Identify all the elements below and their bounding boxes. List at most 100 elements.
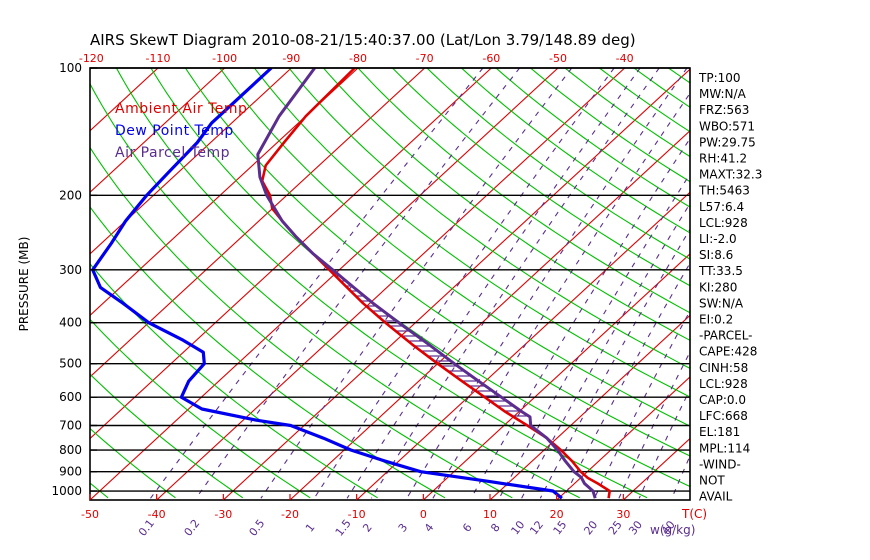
parameter-item: RH:41.2 bbox=[699, 152, 747, 166]
top-temp-tick-label: -100 bbox=[212, 52, 237, 65]
mixing-ratio-line bbox=[195, 68, 521, 499]
dry-adiabat-line bbox=[253, 68, 690, 398]
mixing-ratio-line bbox=[638, 388, 690, 499]
mixing-ratio-line bbox=[150, 68, 484, 499]
mixing-ratio-line bbox=[370, 68, 660, 499]
dry-adiabat-line bbox=[461, 68, 690, 234]
bottom-temp-tick-label: 10 bbox=[483, 508, 497, 521]
mixing-ratio-tick-label: 3 bbox=[396, 521, 411, 535]
top-temperature-axis: -120 -110 -100 -90 -80 -70 -60 -50 -40 bbox=[79, 52, 634, 65]
legend-item-1: Ambient Air Temp bbox=[115, 101, 247, 117]
parameter-item: TT:33.5 bbox=[698, 264, 743, 278]
dry-adiabat-line bbox=[184, 68, 690, 457]
parameter-item: MW:N/A bbox=[699, 87, 747, 101]
mixing-ratio-lines bbox=[150, 68, 690, 499]
isotherm-line bbox=[489, 314, 690, 500]
mixing-ratio-line bbox=[346, 68, 641, 499]
pressure-tick-label: 200 bbox=[59, 188, 82, 202]
legend-item-3: Air Parcel Temp bbox=[115, 145, 230, 161]
pressure-tick-label: 1000 bbox=[51, 484, 82, 498]
mixing-ratio-line bbox=[406, 68, 688, 499]
parcel-curve bbox=[256, 68, 597, 499]
legend: Ambient Air Temp Dew Point Temp Air Parcel… bbox=[115, 101, 247, 161]
mixing-ratio-tick-label: 15 bbox=[551, 518, 570, 537]
mixing-ratio-line bbox=[470, 137, 690, 499]
parameter-item: CAPE:428 bbox=[699, 345, 757, 359]
parameter-item: -PARCEL- bbox=[699, 329, 753, 343]
bottom-temp-tick-label: -40 bbox=[148, 508, 166, 521]
mixing-ratio-tick-label: 10 bbox=[509, 518, 528, 537]
dry-adiabat-line bbox=[392, 68, 690, 287]
parameter-item: SW:N/A bbox=[699, 296, 744, 310]
dry-adiabat-line bbox=[219, 68, 690, 427]
bottom-temp-tick-label: 30 bbox=[616, 508, 630, 521]
bottom-temperature-axis: -50 -40 -30 -20 -10 0 10 20 30 bbox=[81, 494, 630, 521]
parameter-item: LCL:928 bbox=[699, 377, 748, 391]
mixing-ratio-line bbox=[618, 350, 690, 499]
top-temp-tick-label: -90 bbox=[282, 52, 300, 65]
mixing-ratio-tick-label: 2 bbox=[360, 521, 375, 535]
parameter-list: TP:100 MW:N/A FRZ:563 WBO:571 PW:29.75 RH:41.… bbox=[698, 71, 762, 504]
pressure-tick-label: 500 bbox=[59, 357, 82, 371]
dry-adiabat-line bbox=[495, 68, 690, 208]
parameter-item: NOT bbox=[699, 474, 725, 488]
mixing-ratio-line bbox=[498, 172, 690, 499]
mixing-ratio-line bbox=[432, 92, 690, 499]
top-temp-tick-label: -70 bbox=[416, 52, 434, 65]
parameter-item: AVAIL bbox=[699, 490, 733, 504]
dry-adiabat-line bbox=[738, 68, 870, 498]
parameter-item: MPL:114 bbox=[699, 441, 750, 455]
parameter-item: L57:6.4 bbox=[699, 200, 744, 214]
temperature-axis-label: T(C) bbox=[681, 507, 707, 521]
isotherm-line bbox=[289, 130, 690, 500]
bottom-temp-tick-label: -30 bbox=[214, 508, 232, 521]
dry-adiabat-line bbox=[841, 68, 870, 498]
mixing-ratio-line bbox=[593, 309, 690, 499]
bottom-temp-tick-label: 0 bbox=[420, 508, 427, 521]
pressure-tick-label: 600 bbox=[59, 390, 82, 404]
mixing-ratio-axis-label: w(g/kg) bbox=[650, 523, 695, 537]
bottom-temp-tick-label: 20 bbox=[550, 508, 564, 521]
top-temp-tick-label: -50 bbox=[549, 52, 567, 65]
parameter-item: CINH:58 bbox=[699, 361, 748, 375]
temperature-curve bbox=[260, 68, 611, 499]
parameter-item: PW:29.75 bbox=[699, 135, 756, 149]
parameter-item: LI:-2.0 bbox=[699, 232, 737, 246]
pressure-tick-label: 100 bbox=[59, 61, 82, 75]
pressure-tick-label: 800 bbox=[59, 443, 82, 457]
mixing-ratio-tick-label: 30 bbox=[626, 518, 645, 537]
isotherm-line bbox=[90, 68, 492, 440]
isobar-lines bbox=[90, 67, 690, 492]
parameter-item: MAXT:32.3 bbox=[699, 168, 762, 182]
top-temp-tick-label: -120 bbox=[79, 52, 104, 65]
parameter-item: EL:181 bbox=[699, 425, 740, 439]
chart-title: AIRS SkewT Diagram 2010-08-21/15:40:37.0… bbox=[90, 31, 636, 49]
dewpoint-curve bbox=[91, 68, 563, 500]
pressure-tick-label: 900 bbox=[59, 465, 82, 479]
parameter-item: LCL:928 bbox=[699, 216, 748, 230]
isotherm-line bbox=[90, 68, 292, 255]
top-temp-tick-label: -110 bbox=[146, 52, 171, 65]
pressure-axis: 100 200 300 400 500 600 700 800 900 1000 bbox=[51, 61, 97, 498]
isotherm-line bbox=[90, 68, 559, 500]
isotherm-line bbox=[90, 68, 359, 317]
top-temp-tick-label: -60 bbox=[482, 52, 500, 65]
parameter-item: CAP:0.0 bbox=[699, 393, 746, 407]
isotherm-line bbox=[90, 68, 92, 70]
mixing-ratio-line bbox=[260, 68, 573, 499]
plot-frame bbox=[89, 67, 691, 501]
dry-adiabat-line bbox=[150, 68, 690, 488]
dry-adiabat-line bbox=[772, 68, 870, 498]
mixing-ratio-tick-label: 4 bbox=[422, 521, 437, 535]
parameter-item: SI:8.6 bbox=[699, 248, 733, 262]
dry-adiabat-line bbox=[323, 68, 690, 341]
dry-adiabat-line bbox=[530, 68, 690, 183]
dry-adiabat-line bbox=[564, 68, 690, 158]
mixing-ratio-tick-label: 6 bbox=[460, 521, 475, 535]
mixing-ratio-tick-label: 1 bbox=[303, 521, 318, 535]
pressure-tick-label: 300 bbox=[59, 263, 82, 277]
isotherm-line bbox=[90, 68, 226, 194]
parameter-item: KI:280 bbox=[699, 280, 737, 294]
top-temp-tick-label: -40 bbox=[616, 52, 634, 65]
